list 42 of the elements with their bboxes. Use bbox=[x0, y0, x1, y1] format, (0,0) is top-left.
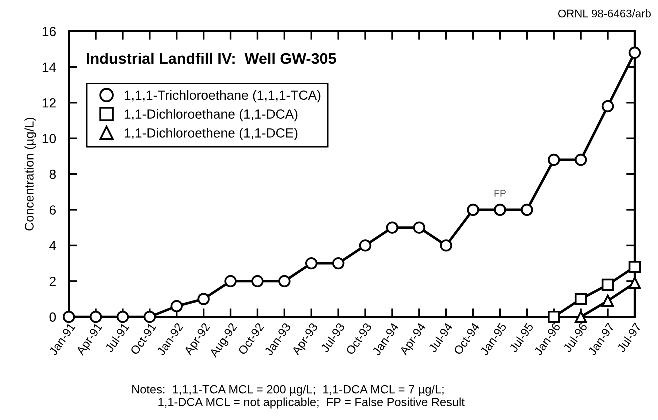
point bbox=[602, 100, 614, 113]
point bbox=[602, 294, 614, 308]
point bbox=[440, 240, 452, 252]
y-axis-title: Concentration (µg/L) bbox=[24, 118, 36, 231]
point bbox=[602, 278, 614, 292]
y-tick-label: 6 bbox=[50, 206, 56, 215]
y-tick-label: 0 bbox=[50, 312, 56, 322]
point bbox=[628, 46, 642, 60]
point bbox=[548, 154, 560, 166]
y-tick-label: 2 bbox=[50, 276, 56, 286]
y-tick-label: 8 bbox=[50, 170, 56, 180]
point bbox=[116, 310, 130, 324]
y-tick-label: 14 bbox=[42, 62, 56, 72]
text: Notes: 1,1,1-TCA MCL = 200 µg/L; 1,1-DCA MCL = 7 µg/L; 1,1-DCA MCL = not applicable; FP = False Positive Result bbox=[132, 385, 465, 409]
point bbox=[90, 310, 102, 324]
y-tick-label: 12 bbox=[42, 98, 56, 108]
point bbox=[224, 275, 237, 288]
point bbox=[252, 275, 264, 288]
y-tick-label: 4 bbox=[50, 241, 56, 250]
y-tick-label: 10 bbox=[42, 134, 56, 144]
point bbox=[305, 257, 318, 270]
point bbox=[359, 240, 372, 252]
point bbox=[386, 222, 399, 234]
point bbox=[467, 204, 480, 216]
point bbox=[494, 204, 506, 216]
point bbox=[574, 154, 588, 166]
point bbox=[144, 310, 156, 324]
point bbox=[521, 204, 534, 216]
point bbox=[413, 222, 426, 234]
point bbox=[574, 293, 588, 306]
legend-label: 1,1-Dichloroethane (1,1-DCA) bbox=[124, 109, 298, 122]
legend-label: 1,1,1-Trichloroethane (1,1,1-TCA) bbox=[124, 90, 321, 103]
point bbox=[170, 300, 183, 313]
text: ORNL 98-6463/arb bbox=[558, 10, 651, 18]
point bbox=[198, 293, 210, 306]
text: Industrial Landfill IV: Well GW-305 bbox=[87, 52, 336, 64]
legend-label: 1,1-Dichloroethene (1,1-DCE) bbox=[124, 128, 298, 140]
point bbox=[332, 257, 345, 270]
point bbox=[628, 261, 642, 274]
point bbox=[278, 275, 291, 288]
y-tick-label: 16 bbox=[42, 27, 56, 36]
annotation: FP bbox=[494, 190, 506, 197]
